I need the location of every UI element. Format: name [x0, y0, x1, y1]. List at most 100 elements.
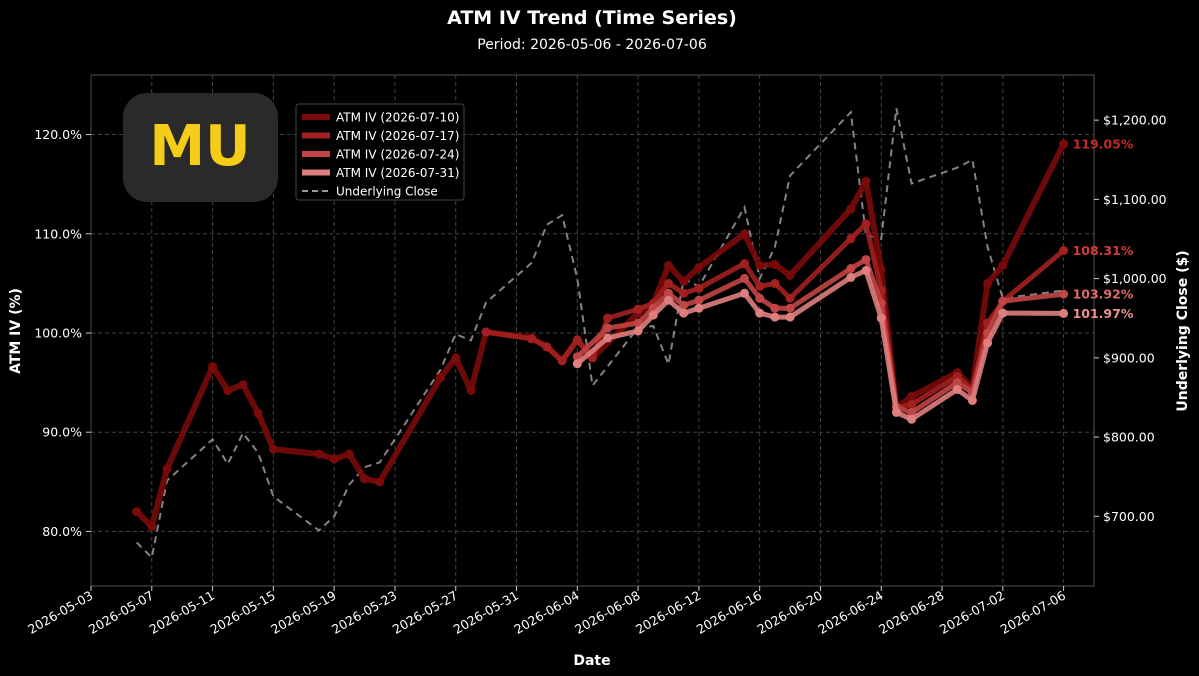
series-point: [861, 219, 871, 229]
series-point: [1059, 139, 1069, 149]
ticker-logo: MU: [123, 93, 278, 202]
series-point: [755, 308, 765, 318]
underlying-close-line: [135, 108, 1064, 560]
y-tick-label: 80.0%: [42, 524, 82, 539]
series-point: [907, 414, 917, 424]
iv-series: [132, 139, 1069, 531]
series-point: [664, 288, 673, 298]
series-point: [162, 464, 172, 474]
x-axis-label: Date: [573, 653, 610, 669]
y2-tick-label: $1,200.00: [1103, 113, 1167, 128]
series-point: [785, 293, 795, 303]
y-tick-label: 120.0%: [34, 127, 82, 142]
series-point: [648, 310, 658, 320]
series-point: [740, 288, 749, 298]
series-point: [861, 176, 871, 186]
series-point: [770, 312, 780, 322]
y2-tick-label: $1,100.00: [1103, 192, 1167, 207]
series-point: [740, 229, 749, 239]
chart-subtitle: Period: 2026-05-06 - 2026-07-06: [477, 37, 707, 53]
series-point: [344, 449, 354, 459]
legend-label: ATM IV (2026-07-17): [336, 129, 459, 143]
chart-title: ATM IV Trend (Time Series): [447, 7, 737, 29]
series-point: [998, 296, 1008, 306]
series-point: [907, 407, 917, 417]
series-point: [952, 378, 962, 388]
series-point: [633, 326, 643, 336]
y-axis-left: 80.0% 90.0% 100.0% 110.0% 120.0%: [34, 127, 91, 539]
series-point: [436, 373, 445, 383]
series-point: [679, 276, 689, 286]
series-point: [664, 278, 673, 288]
series-point: [755, 281, 765, 291]
y-tick-label: 90.0%: [42, 425, 82, 440]
series-point: [998, 261, 1008, 270]
series-point: [785, 303, 795, 313]
series-point: [846, 204, 856, 214]
series-point: [694, 283, 704, 293]
y2-tick-label: $800.00: [1103, 430, 1155, 445]
series-point: [603, 333, 613, 343]
y-axis-label: ATM IV (%): [8, 288, 24, 374]
series-point: [694, 295, 704, 305]
legend-label: ATM IV (2026-07-10): [336, 111, 459, 125]
series-point: [375, 477, 385, 487]
series-3: [572, 266, 1069, 424]
series-point: [314, 449, 324, 459]
series-point: [861, 255, 871, 265]
series-point: [694, 263, 704, 272]
series-point: [1059, 246, 1069, 255]
series-point: [603, 323, 613, 333]
series-point: [740, 259, 749, 268]
series-point: [572, 335, 582, 345]
series-point: [329, 454, 339, 464]
series-point: [679, 308, 689, 318]
series-point: [147, 522, 157, 531]
series-point: [998, 308, 1008, 318]
series-point: [451, 353, 461, 363]
series-point: [907, 399, 917, 409]
y2-tick-label: $700.00: [1103, 509, 1155, 524]
series-point: [633, 304, 643, 314]
ticker-logo-text: MU: [149, 114, 250, 179]
y2-tick-label: $1,000.00: [1103, 271, 1167, 286]
series-point: [740, 273, 749, 283]
series-point: [238, 380, 248, 390]
series-point: [664, 261, 673, 270]
series-point: [268, 444, 278, 454]
series-point: [770, 303, 780, 313]
series-point: [770, 278, 780, 288]
series-point: [132, 507, 142, 517]
series-point: [679, 288, 689, 298]
series-point: [907, 392, 917, 401]
series-point: [527, 334, 537, 344]
series-point: [876, 313, 886, 323]
series-point: [755, 293, 765, 303]
series-point: [983, 278, 993, 288]
underlying-close-series: [135, 108, 1064, 560]
series-end-label: 101.97%: [1073, 306, 1134, 321]
series-point: [1059, 308, 1069, 318]
series-point: [891, 407, 901, 417]
legend-label: Underlying Close: [336, 185, 438, 199]
series-point: [542, 342, 552, 352]
y2-axis-label: Underlying Close ($): [1175, 250, 1191, 411]
legend-label: ATM IV (2026-07-24): [336, 148, 459, 162]
series-point: [664, 295, 673, 305]
legend-label: ATM IV (2026-07-31): [336, 166, 459, 180]
series-end-label: 103.92%: [1073, 287, 1134, 302]
series-point: [679, 300, 689, 310]
series-point: [770, 260, 780, 269]
series-point: [755, 261, 765, 270]
series-point: [983, 338, 993, 348]
y-tick-label: 110.0%: [34, 226, 82, 241]
series-point: [694, 303, 704, 313]
series-end-label: 108.31%: [1073, 243, 1134, 258]
series-point: [952, 385, 962, 394]
series-point: [967, 396, 977, 405]
series-point: [481, 327, 491, 337]
y-axis-right: $700.00 $800.00 $900.00 $1,000.00 $1,100.00 $…: [1094, 113, 1167, 524]
series-point: [360, 474, 369, 484]
series-point: [861, 266, 871, 275]
